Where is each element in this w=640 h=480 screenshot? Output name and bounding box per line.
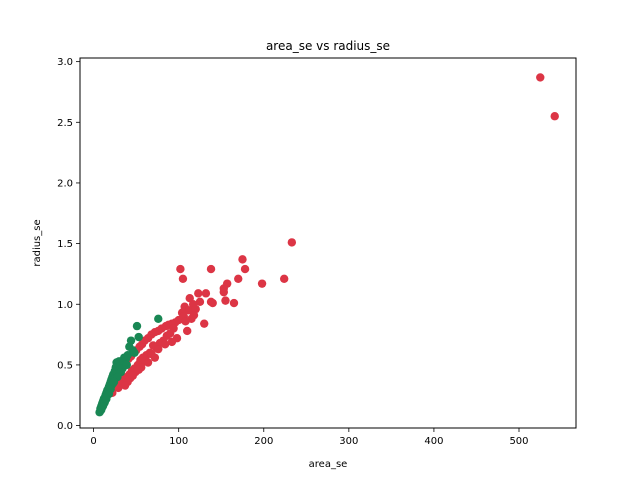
data-point-s0-23 xyxy=(221,296,230,305)
data-point-s0-89 xyxy=(134,365,143,374)
plot-frame xyxy=(79,57,577,429)
data-point-s0-90 xyxy=(128,371,137,381)
data-point-s0-9 xyxy=(257,279,267,288)
y-tick-label-6: 3.0 xyxy=(57,57,73,68)
y-tick-label-4: 2.0 xyxy=(57,178,73,189)
data-point-s1-0 xyxy=(154,314,163,324)
data-point-s0-19 xyxy=(195,297,205,307)
data-point-s0-7 xyxy=(178,274,188,283)
data-point-s1-2 xyxy=(134,332,143,342)
data-point-s0-0 xyxy=(536,73,545,82)
y-tick-label-1: 0.5 xyxy=(57,360,73,371)
y-tick-label-5: 2.5 xyxy=(57,118,73,129)
data-point-s1-59 xyxy=(122,360,131,370)
data-point-s1-49 xyxy=(102,394,111,404)
data-points xyxy=(95,73,559,417)
data-point-s0-5 xyxy=(206,264,216,274)
data-point-s0-14 xyxy=(194,289,203,298)
data-point-s1-1 xyxy=(132,321,142,331)
x-tick-label-0: 0 xyxy=(90,436,96,447)
data-point-s0-1 xyxy=(550,112,559,121)
x-tick-label-3: 300 xyxy=(339,436,358,447)
data-point-s0-76 xyxy=(154,344,163,354)
data-point-s0-74 xyxy=(165,329,175,338)
data-point-s0-13 xyxy=(219,287,228,297)
x-axis-label: area_se xyxy=(309,459,348,470)
x-tick-label-4: 400 xyxy=(424,436,443,447)
x-tick-label-2: 200 xyxy=(254,436,273,447)
data-point-s0-8 xyxy=(279,274,289,283)
data-point-s0-87 xyxy=(150,353,160,362)
chart-title: area_se vs radius_se xyxy=(266,39,390,53)
data-point-s0-88 xyxy=(143,358,153,367)
data-point-s1-56 xyxy=(109,377,119,387)
y-tick-label-0: 0.0 xyxy=(57,421,73,432)
data-point-s0-16 xyxy=(201,289,211,298)
data-point-s0-10 xyxy=(234,274,243,283)
data-point-s0-84 xyxy=(189,310,199,320)
y-axis: 0.0 0.5 1.0 1.5 2.0 2.5 3.0 xyxy=(57,57,80,432)
y-tick-label-2: 1.0 xyxy=(57,300,73,311)
data-point-s1-41 xyxy=(97,405,106,415)
data-point-s1-58 xyxy=(130,348,139,357)
y-axis-label: radius_se xyxy=(32,219,43,266)
data-point-s0-54 xyxy=(182,326,192,336)
data-point-s0-3 xyxy=(238,255,247,264)
x-tick-label-5: 500 xyxy=(509,436,528,447)
data-point-s0-85 xyxy=(181,317,190,326)
data-point-s0-52 xyxy=(200,319,209,328)
x-tick-label-1: 100 xyxy=(169,436,188,447)
data-point-s0-18 xyxy=(206,297,216,307)
data-point-s0-4 xyxy=(240,264,250,274)
data-point-s0-75 xyxy=(160,340,170,349)
y-tick-label-3: 1.5 xyxy=(57,239,73,250)
data-point-s0-92 xyxy=(120,381,130,390)
data-point-s0-2 xyxy=(287,238,297,247)
data-point-s0-22 xyxy=(229,298,239,308)
data-point-s0-6 xyxy=(176,264,185,274)
data-point-s0-86 xyxy=(167,337,177,347)
x-axis: 0 100 200 300 400 500 xyxy=(90,428,529,447)
